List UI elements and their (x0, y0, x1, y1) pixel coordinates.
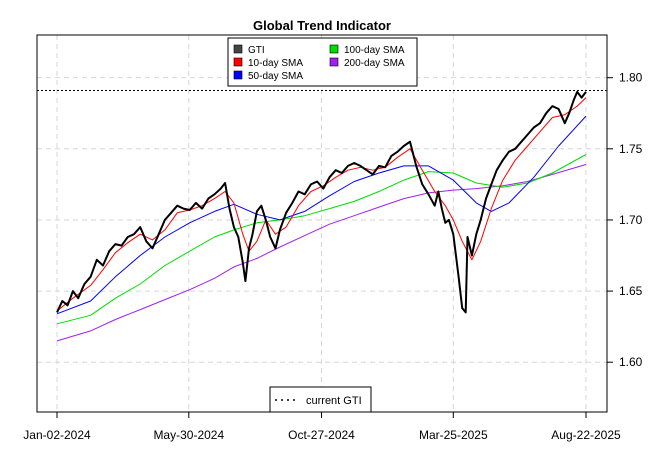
legend-label-100-day-sma: 100-day SMA (344, 45, 405, 56)
legend-swatch-10-day-sma (233, 57, 243, 67)
y-axis: 1.60 1.65 1.70 1.75 1.80 (607, 71, 643, 369)
y-tick-label: 1.75 (619, 142, 643, 156)
series-line-50-day-sma (56, 115, 587, 315)
series-line-gti (56, 90, 587, 314)
gridlines (37, 35, 607, 412)
legend-swatch-gti (233, 44, 243, 54)
current-legend-label: current GTI (306, 395, 362, 407)
x-tick-label: Oct-27-2024 (288, 428, 355, 442)
y-tick-label: 1.60 (619, 355, 643, 369)
legend-swatch-50-day-sma (233, 70, 243, 80)
legend-swatch-200-day-sma (329, 57, 339, 67)
y-tick-label: 1.80 (619, 71, 643, 85)
legend: GTI 10-day SMA 50-day SMA 100-day SMA 200-da… (227, 37, 418, 87)
legend-box (227, 37, 418, 87)
current-legend: current GTI (269, 386, 372, 413)
legend-label-200-day-sma: 200-day SMA (344, 58, 405, 69)
legend-label-50-day-sma: 50-day SMA (248, 71, 303, 82)
x-tick-label: Jan-02-2024 (23, 428, 91, 442)
series-lines (56, 90, 587, 342)
series-line-100-day-sma (56, 154, 587, 325)
current-legend-box (269, 386, 372, 413)
series-line-10-day-sma (56, 97, 587, 312)
y-tick-label: 1.70 (619, 213, 643, 227)
y-tick-label: 1.65 (619, 284, 643, 298)
x-tick-label: May-30-2024 (153, 428, 224, 442)
chart-title: Global Trend Indicator (253, 18, 391, 33)
legend-label-10-day-sma: 10-day SMA (248, 58, 303, 69)
legend-swatch-100-day-sma (329, 44, 339, 54)
x-tick-label: Mar-25-2025 (419, 428, 488, 442)
x-tick-label: Aug-22-2025 (551, 428, 621, 442)
legend-label-gti: GTI (248, 45, 265, 56)
x-axis: Jan-02-2024 May-30-2024 Oct-27-2024 Mar-25-… (23, 411, 621, 442)
